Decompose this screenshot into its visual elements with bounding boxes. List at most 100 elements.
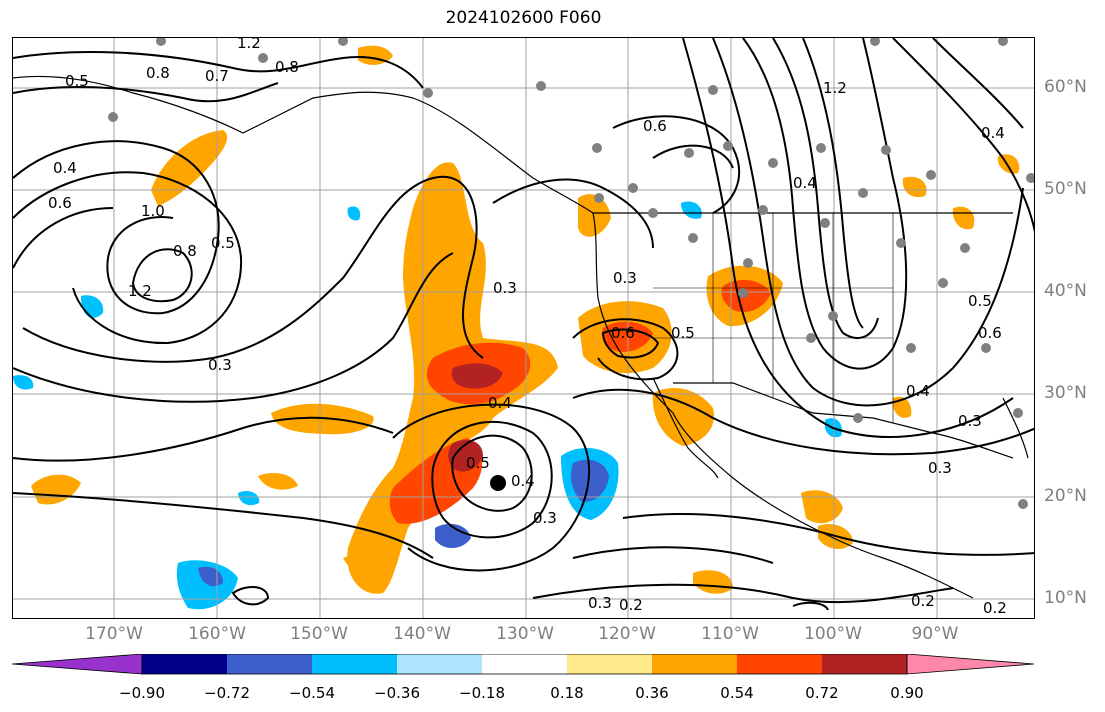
colorbar-tick-label: 0.72 — [805, 684, 839, 702]
station-dot — [723, 141, 733, 151]
shade-pos-baja — [652, 388, 714, 446]
contour-line — [492, 178, 654, 249]
station-dot — [960, 243, 970, 253]
station-dots — [108, 38, 1034, 509]
shade-neg-hawaii — [176, 560, 238, 610]
colorbar-segment — [482, 654, 567, 674]
contour-label: 0.3 — [208, 356, 232, 374]
station-dot — [708, 85, 718, 95]
lat-label: 20°N — [1044, 486, 1087, 506]
contour-label: 0.4 — [488, 394, 512, 412]
shade-pos-darkred-south — [448, 439, 483, 472]
contour-label: 0.4 — [53, 159, 77, 177]
contour-line — [792, 601, 829, 611]
contour-label: 0.5 — [466, 454, 490, 472]
shade-neg-wa — [681, 201, 702, 219]
contour-line — [13, 252, 454, 403]
lon-label: 150°W — [290, 624, 348, 644]
shade-neg-center-dark — [571, 459, 609, 502]
contour-line — [601, 328, 660, 359]
station-dot — [536, 81, 546, 91]
contour-label: 0.7 — [205, 67, 229, 85]
station-dot — [338, 38, 348, 46]
contour-line — [742, 38, 908, 370]
contour-label: 1.2 — [128, 282, 152, 300]
contour-line — [13, 492, 434, 559]
contour-label: 0.8 — [146, 64, 170, 82]
shade-pos-west — [31, 474, 81, 505]
shade-pos-canada — [578, 194, 611, 237]
lon-label: 90°W — [911, 624, 959, 644]
contour-label: 0.8 — [275, 58, 299, 76]
contour-line — [572, 318, 679, 381]
station-dot — [648, 208, 658, 218]
contour-label: 1.0 — [141, 202, 165, 220]
colorbar-max-arrow — [906, 654, 1035, 675]
colorbar-segment — [822, 654, 907, 674]
colorbar-segment — [737, 654, 822, 674]
contour-label: 0.8 — [173, 242, 197, 260]
map-title: 2024102600 F060 — [445, 8, 602, 28]
contour-line — [652, 144, 734, 169]
colorbar-segment — [567, 654, 652, 674]
contour-label: 0.5 — [65, 72, 89, 90]
shade-neg-far-west — [13, 375, 34, 390]
contour-label: 0.5 — [968, 292, 992, 310]
contour-line — [13, 207, 114, 269]
contour-line — [13, 51, 424, 89]
contour-label: 0.3 — [588, 594, 612, 612]
station-dot — [156, 38, 166, 46]
lat-label: 30°N — [1044, 383, 1087, 403]
station-dot — [806, 333, 816, 343]
station-dot — [1026, 173, 1034, 183]
contour-label: 0.4 — [511, 472, 535, 490]
lon-label: 130°W — [496, 624, 554, 644]
station-dot — [758, 205, 768, 215]
contour-line — [802, 38, 864, 329]
station-dot — [938, 278, 948, 288]
contour-line — [13, 171, 243, 345]
contour-labels: 0.5 0.8 0.7 1.2 0.8 0.4 0.6 1.0 0.8 0.5 … — [48, 38, 1007, 617]
contour-label: 0.3 — [493, 279, 517, 297]
lat-lon-grid — [13, 38, 1034, 618]
contour-label: 0.6 — [978, 324, 1002, 342]
shade-pos-alaska — [151, 130, 228, 206]
station-dot — [258, 53, 268, 63]
station-dot — [684, 148, 694, 158]
lat-label: 10°N — [1044, 588, 1087, 608]
shade-pos-band — [271, 403, 374, 435]
station-dot — [108, 112, 118, 122]
contour-label: 1.2 — [237, 38, 261, 52]
station-dot — [998, 38, 1008, 46]
coast-florida — [1002, 397, 1029, 459]
shade-neg-west — [81, 295, 104, 318]
coast-west-us — [592, 212, 974, 599]
station-dot — [628, 183, 638, 193]
contour-line — [13, 82, 279, 103]
contour-label: 0.2 — [983, 599, 1007, 617]
colorbar-tick-label: 0.18 — [550, 684, 584, 702]
contour-line — [772, 38, 879, 339]
shade-pos-canada-e — [997, 154, 1020, 174]
contour-label: 0.2 — [619, 596, 643, 614]
forecast-map: 0.5 0.8 0.7 1.2 0.8 0.4 0.6 1.0 0.8 0.5 … — [13, 38, 1034, 618]
contour-line — [572, 546, 774, 564]
colorbar-tick-label: −0.36 — [374, 684, 420, 702]
station-dot — [423, 88, 433, 98]
contour-label: 0.3 — [533, 509, 557, 527]
contour-label: 0.2 — [911, 592, 935, 610]
colorbar-tick-label: −0.90 — [119, 684, 165, 702]
lon-label: 160°W — [188, 624, 246, 644]
contour-label: 0.5 — [671, 324, 695, 342]
colorbar-min-arrow — [12, 654, 143, 675]
station-dot — [870, 38, 880, 46]
positive-shading — [31, 45, 1020, 594]
shade-pos-east — [902, 176, 927, 198]
contour-label: 0.6 — [611, 324, 635, 342]
storm-center-dot — [490, 475, 506, 491]
lon-label: 170°W — [85, 624, 143, 644]
contour-line — [622, 513, 1034, 556]
contour-line — [131, 248, 193, 303]
shade-pos-east2 — [952, 206, 975, 230]
contour-label: 0.3 — [958, 412, 982, 430]
